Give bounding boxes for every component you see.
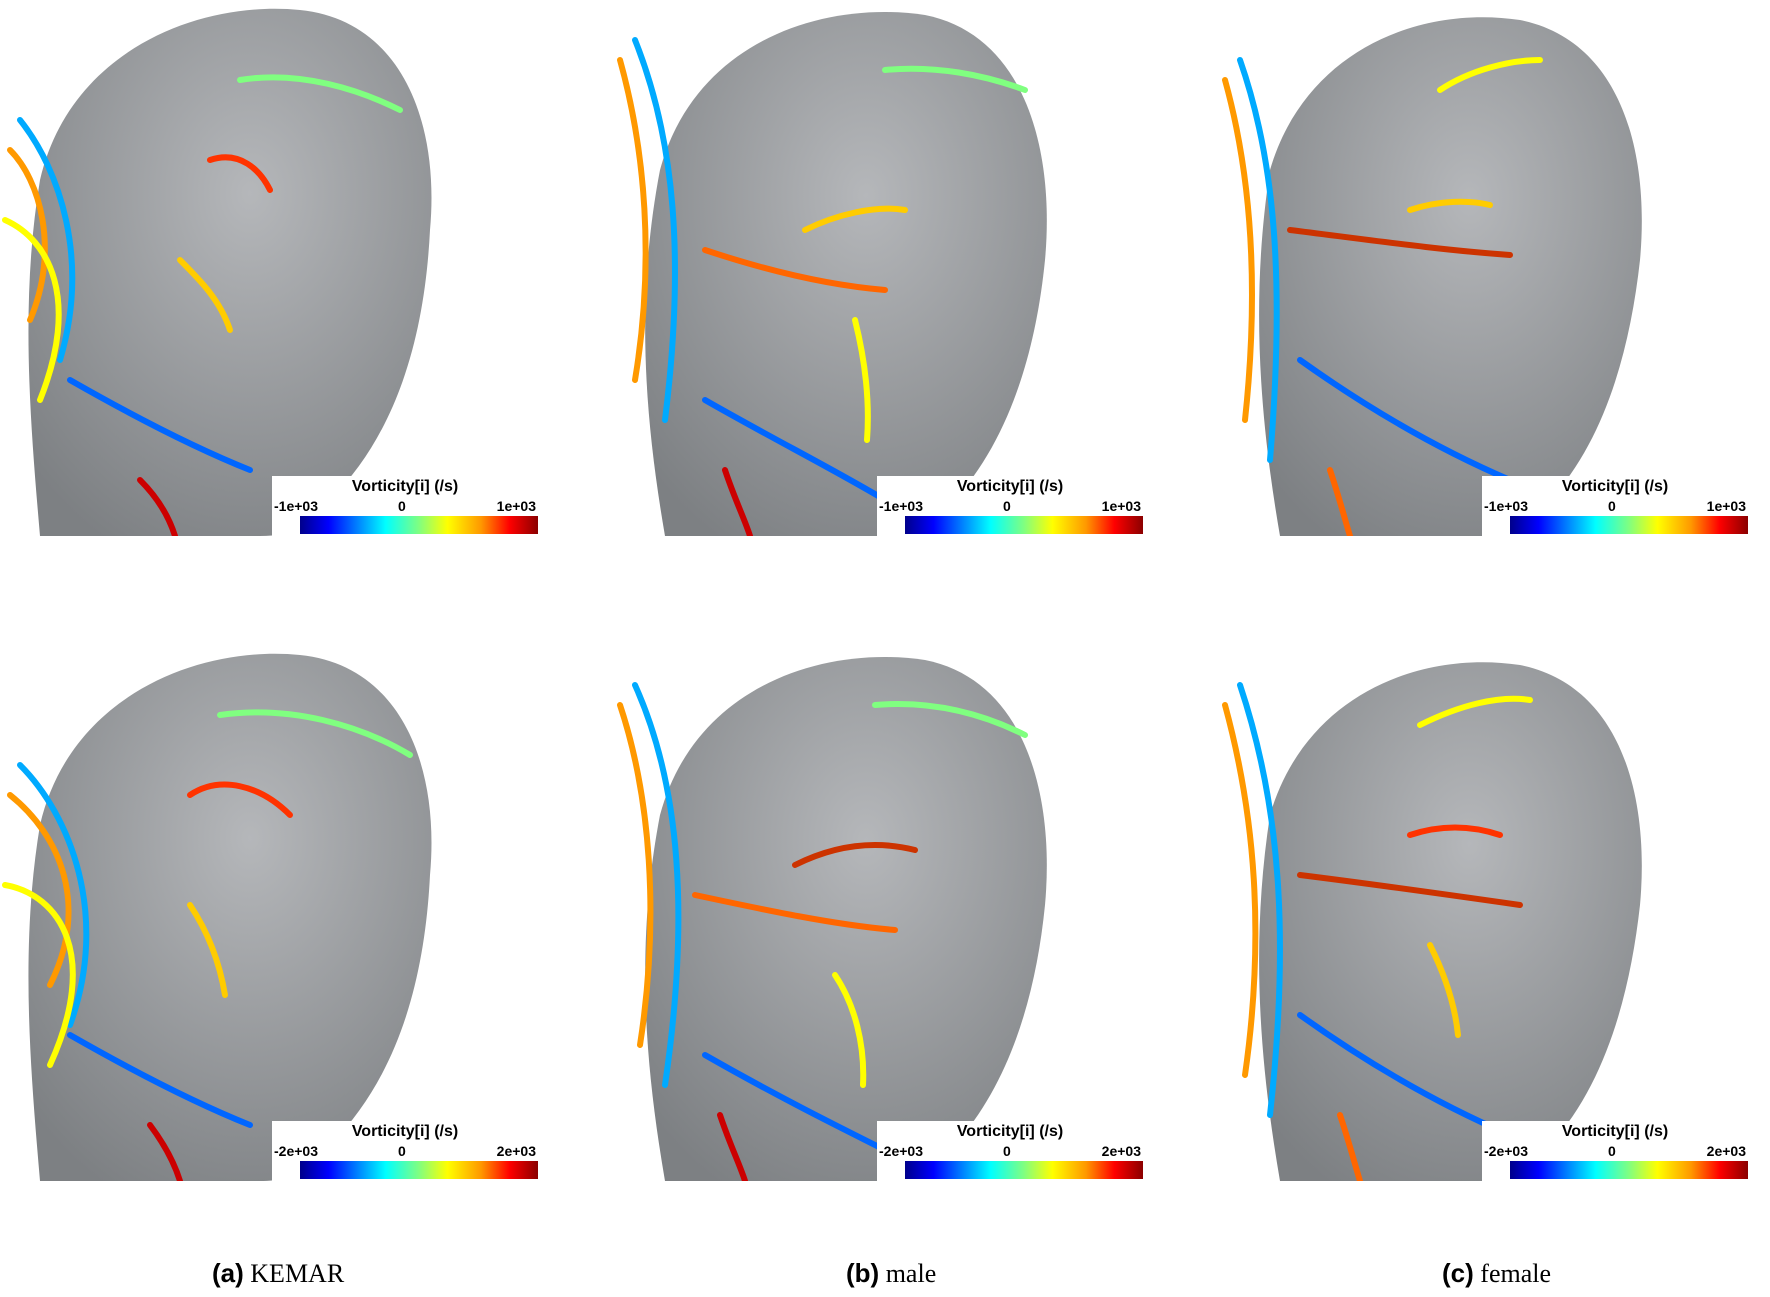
legend-title: Vorticity[i] (/s) (956, 478, 1064, 495)
legend-mid: 0 (1608, 498, 1616, 514)
legend-title: Vorticity[i] (/s) (351, 1123, 459, 1140)
caption-b: (b) male (846, 1258, 936, 1289)
legend-min: -1e+03 (879, 498, 923, 514)
legend-title: Vorticity[i] (/s) (956, 1123, 1064, 1140)
colorbar-legend: Vorticity[i] (/s) -2e+03 0 2e+03 (877, 1121, 1143, 1181)
panel-male-row2: Vorticity[i] (/s) -2e+03 0 2e+03 (605, 645, 1143, 1181)
colorbar-legend: Vorticity[i] (/s) -1e+03 0 1e+03 (877, 476, 1143, 536)
legend-title: Vorticity[i] (/s) (1561, 478, 1669, 495)
legend-max: 1e+03 (1706, 498, 1746, 514)
colorbar-legend: Vorticity[i] (/s) -2e+03 0 2e+03 (1482, 1121, 1748, 1181)
legend-mid: 0 (398, 1143, 406, 1159)
colorbar (300, 516, 538, 534)
caption-c: (c) female (1442, 1258, 1551, 1289)
colorbar-legend: Vorticity[i] (/s) -1e+03 0 1e+03 (1482, 476, 1748, 536)
legend-title: Vorticity[i] (/s) (351, 478, 459, 495)
legend-min: -2e+03 (1484, 1143, 1528, 1159)
vorticity-head-render (2, 653, 432, 1181)
legend-max: 2e+03 (1101, 1143, 1141, 1159)
colorbar (1510, 1161, 1748, 1179)
caption-label: male (885, 1259, 937, 1288)
caption-letter: (c) (1442, 1258, 1474, 1288)
colorbar-legend: Vorticity[i] (/s) -2e+03 0 2e+03 (272, 1121, 538, 1181)
legend-mid: 0 (398, 498, 406, 514)
caption-letter: (a) (212, 1258, 244, 1288)
colorbar-legend: Vorticity[i] (/s) -1e+03 0 1e+03 (272, 476, 538, 536)
colorbar (905, 516, 1143, 534)
legend-min: -1e+03 (1484, 498, 1528, 514)
panel-kemar-row1: Vorticity[i] (/s) -1e+03 0 1e+03 (0, 0, 538, 536)
vorticity-head-render (1222, 17, 1642, 536)
legend-max: 2e+03 (496, 1143, 536, 1159)
caption-label: female (1480, 1259, 1552, 1288)
legend-max: 1e+03 (496, 498, 536, 514)
caption-label: KEMAR (250, 1259, 345, 1288)
legend-mid: 0 (1003, 1143, 1011, 1159)
panel-male-row1: Vorticity[i] (/s) -1e+03 0 1e+03 (605, 0, 1143, 536)
caption-letter: (b) (846, 1258, 880, 1288)
legend-max: 2e+03 (1706, 1143, 1746, 1159)
colorbar (300, 1161, 538, 1179)
panel-female-row2: Vorticity[i] (/s) -2e+03 0 2e+03 (1210, 645, 1748, 1181)
colorbar (905, 1161, 1143, 1179)
vorticity-head-render (2, 8, 432, 536)
vorticity-head-render (1222, 662, 1642, 1181)
legend-min: -2e+03 (879, 1143, 923, 1159)
caption-a: (a) KEMAR (212, 1258, 344, 1289)
legend-mid: 0 (1608, 1143, 1616, 1159)
panel-female-row1: Vorticity[i] (/s) -1e+03 0 1e+03 (1210, 0, 1748, 536)
vorticity-head-render (617, 12, 1047, 536)
legend-min: -1e+03 (274, 498, 318, 514)
panel-kemar-row2: Vorticity[i] (/s) -2e+03 0 2e+03 (0, 645, 538, 1181)
legend-title: Vorticity[i] (/s) (1561, 1123, 1669, 1140)
legend-min: -2e+03 (274, 1143, 318, 1159)
colorbar (1510, 516, 1748, 534)
legend-max: 1e+03 (1101, 498, 1141, 514)
legend-mid: 0 (1003, 498, 1011, 514)
vorticity-head-render (617, 657, 1047, 1181)
